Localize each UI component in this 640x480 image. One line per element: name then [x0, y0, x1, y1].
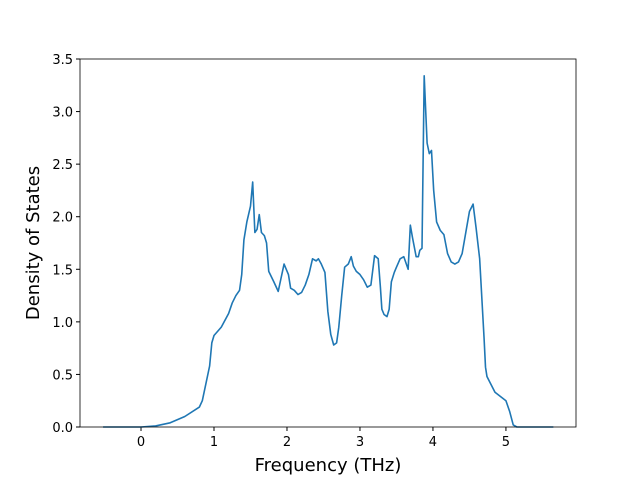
- x-tick-label: 4: [429, 435, 437, 450]
- y-tick-label: 3.0: [52, 106, 73, 121]
- x-tick-label: 3: [356, 435, 364, 450]
- y-axis-label: Density of States: [23, 166, 44, 320]
- plot-frame: [79, 58, 577, 428]
- y-tick-label: 0.5: [52, 368, 73, 383]
- y-tick-label: 0.0: [52, 421, 73, 436]
- y-tick-label: 3.5: [52, 53, 73, 68]
- dos-line: [103, 75, 554, 428]
- y-tick-label: 1.0: [52, 316, 73, 331]
- x-tick-label: 1: [210, 435, 218, 450]
- x-tick-label: 5: [502, 435, 510, 450]
- y-tick-label: 1.5: [52, 263, 73, 278]
- x-tick-label: 0: [137, 435, 145, 450]
- y-tick-label: 2.5: [52, 158, 73, 173]
- x-tick-label: 2: [283, 435, 291, 450]
- y-tick-label: 2.0: [52, 211, 73, 226]
- x-axis-label: Frequency (THz): [255, 455, 402, 476]
